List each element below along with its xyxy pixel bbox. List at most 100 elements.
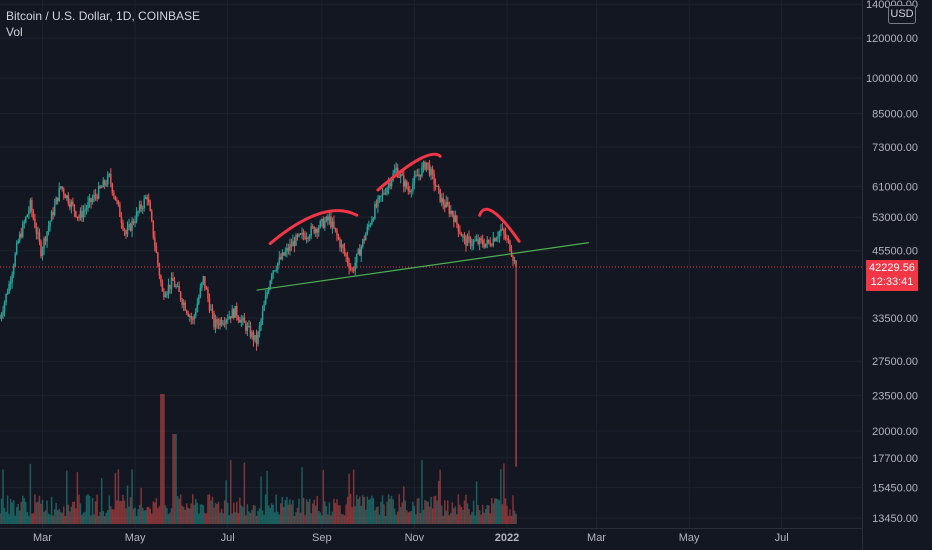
candle-body xyxy=(454,215,457,223)
symbol-title[interactable]: Bitcoin / U.S. Dollar, 1D, COINBASE xyxy=(6,9,201,23)
candle-body xyxy=(439,188,441,202)
candle-body xyxy=(378,196,381,199)
candle-body xyxy=(355,253,358,263)
candle-body xyxy=(316,229,318,233)
volume-bar xyxy=(298,498,300,524)
candle-body xyxy=(236,305,238,317)
volume-bar xyxy=(182,506,185,524)
candle-body xyxy=(170,277,173,289)
candle-body xyxy=(100,187,103,189)
candle-body xyxy=(284,251,287,256)
volume-bar xyxy=(73,501,76,524)
candle-body xyxy=(477,239,479,244)
volume-bar xyxy=(198,513,200,524)
volume-bar xyxy=(120,501,123,524)
candle-body xyxy=(305,237,308,240)
candle-body xyxy=(210,309,212,311)
volume-bar xyxy=(70,506,73,524)
volume-bar xyxy=(178,498,180,524)
volume-bar xyxy=(314,505,317,524)
volume-bar xyxy=(292,499,294,524)
candle-body xyxy=(172,277,174,281)
candle-body xyxy=(266,292,268,297)
candle-body xyxy=(220,319,223,325)
candle-body xyxy=(358,249,361,256)
volume-bar xyxy=(111,509,114,524)
candle-body xyxy=(87,202,89,209)
candle-body xyxy=(261,310,264,321)
volume-bar xyxy=(31,513,33,524)
candle-body xyxy=(465,237,467,246)
volume-bar xyxy=(246,504,249,524)
candle-body xyxy=(181,299,183,305)
candle-body xyxy=(82,211,85,218)
x-tick-label: Jul xyxy=(221,532,235,544)
volume-bar xyxy=(108,495,111,524)
volume-bar xyxy=(406,510,408,524)
volume-bar xyxy=(286,496,288,524)
candle-body xyxy=(75,211,77,217)
candle-body xyxy=(84,209,86,212)
volume-bar xyxy=(20,501,22,524)
volume-bar xyxy=(228,515,230,524)
candle-body xyxy=(164,295,167,298)
volume-bar xyxy=(187,507,189,524)
candle-body xyxy=(507,238,510,241)
volume-bar xyxy=(26,512,29,524)
volume-bar xyxy=(387,494,390,524)
volume-bar xyxy=(151,513,153,524)
candle-body xyxy=(8,283,10,293)
volume-bar xyxy=(477,505,479,524)
volume-bar xyxy=(393,508,396,524)
volume-bar xyxy=(59,511,62,524)
currency-label[interactable]: USD xyxy=(888,5,916,24)
candle-body xyxy=(489,242,492,246)
candle-body xyxy=(352,269,355,271)
volume-indicator-label[interactable]: Vol xyxy=(6,25,23,39)
volume-bar xyxy=(358,496,361,524)
volume-bar xyxy=(157,508,159,524)
candle-body xyxy=(234,305,237,318)
candle-body xyxy=(513,259,516,261)
candle-body xyxy=(393,170,396,174)
volume-bar xyxy=(475,481,478,524)
x-tick-label: Jul xyxy=(775,532,789,544)
candle-body xyxy=(249,326,252,337)
volume-bar xyxy=(258,508,261,524)
volume-bar xyxy=(63,506,65,524)
y-tick-label: 73000.00 xyxy=(872,142,918,154)
volume-bar xyxy=(44,510,47,524)
volume-bar xyxy=(181,505,183,524)
volume-bar xyxy=(81,514,83,524)
candle-body xyxy=(44,238,47,242)
volume-bar xyxy=(240,505,243,524)
volume-bar xyxy=(255,515,258,524)
candle-body xyxy=(198,297,200,304)
candle-body xyxy=(447,201,449,206)
volume-bar xyxy=(471,511,473,524)
volume-bar xyxy=(472,500,475,524)
y-tick-label: 61000.00 xyxy=(872,181,918,193)
candle-body xyxy=(437,185,440,189)
candle-body xyxy=(176,285,179,287)
candle-body xyxy=(375,204,378,207)
volume-bar xyxy=(293,515,296,524)
candle-body xyxy=(413,176,416,184)
candle-body xyxy=(18,233,21,241)
candle-body xyxy=(371,220,373,225)
volume-bar xyxy=(419,512,422,524)
volume-bar xyxy=(155,498,158,524)
volume-bar xyxy=(443,500,446,524)
candle-body xyxy=(422,162,425,167)
candle-body xyxy=(404,181,407,187)
volume-bar xyxy=(354,506,356,524)
candle-body xyxy=(254,334,256,341)
last-price-label: 42229.56 12:33:41 xyxy=(866,260,918,291)
candle-body xyxy=(102,180,104,188)
volume-bar xyxy=(34,494,36,524)
volume-bar xyxy=(110,506,112,524)
candle-body xyxy=(445,201,447,208)
last-price-value: 42229.56 xyxy=(869,262,915,274)
candle-body xyxy=(223,323,226,325)
